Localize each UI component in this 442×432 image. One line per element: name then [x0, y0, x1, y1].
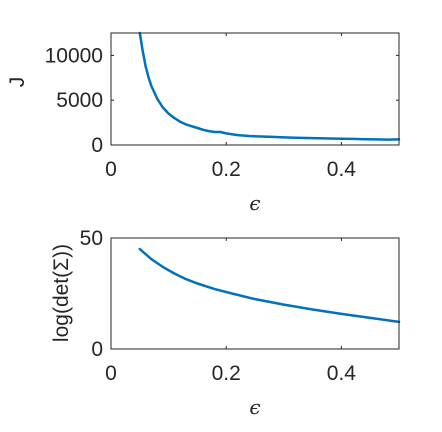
- chart-bottom: log(det(Σ)) 0 50 0 0.2 0.4 ϵ: [50, 227, 401, 419]
- bot-xtick-label: 0: [105, 362, 117, 385]
- bottom-series-line: [138, 247, 401, 324]
- bot-xtick-label: 0.2: [212, 362, 241, 385]
- top-ytick-label: 0: [91, 134, 103, 157]
- top-y-ticks: 0 5000 10000: [45, 44, 399, 157]
- top-xtick-label: 0.4: [327, 158, 357, 181]
- top-ytick-label: 10000: [45, 44, 103, 67]
- bot-ytick-label: 50: [80, 227, 103, 250]
- top-y-axis-label: J: [6, 77, 29, 88]
- bottom-y-axis-label: log(det(Σ)): [50, 244, 73, 342]
- top-ytick-label: 5000: [56, 89, 103, 112]
- bot-xtick-label: 0.4: [327, 362, 357, 385]
- top-x-axis-label: ϵ: [249, 191, 260, 215]
- top-series-line: [138, 31, 401, 141]
- top-x-ticks: 0 0.2 0.4: [105, 33, 356, 181]
- bottom-plot-frame: [110, 237, 400, 350]
- bottom-x-axis-label: ϵ: [249, 395, 260, 419]
- chart-top: J 0 5000 10000 0 0.2 0.4 ϵ: [6, 31, 401, 215]
- top-plot-frame: [110, 32, 400, 146]
- top-xtick-label: 0.2: [212, 158, 241, 181]
- bot-ytick-label: 0: [91, 338, 103, 361]
- top-xtick-label: 0: [105, 158, 117, 181]
